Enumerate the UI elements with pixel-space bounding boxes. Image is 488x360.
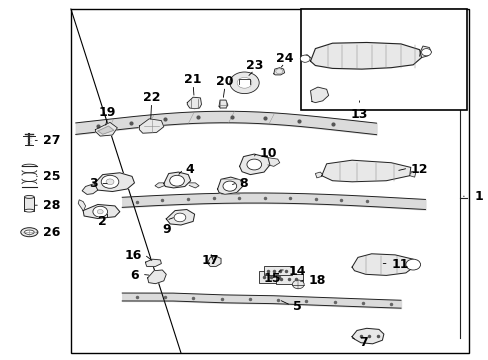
Circle shape <box>101 175 119 188</box>
Circle shape <box>292 280 304 289</box>
Text: 9: 9 <box>162 223 170 236</box>
Text: 11: 11 <box>390 258 408 271</box>
Circle shape <box>300 55 309 62</box>
Text: 19: 19 <box>99 106 116 119</box>
Text: 20: 20 <box>216 75 233 88</box>
Circle shape <box>246 159 261 170</box>
Text: 22: 22 <box>142 91 160 104</box>
Text: 13: 13 <box>350 108 367 121</box>
Circle shape <box>169 175 184 186</box>
Polygon shape <box>273 68 284 75</box>
Polygon shape <box>187 97 201 109</box>
Polygon shape <box>217 177 242 194</box>
Text: 21: 21 <box>184 73 202 86</box>
Text: 18: 18 <box>307 274 325 287</box>
Bar <box>24 197 34 211</box>
Polygon shape <box>98 126 114 134</box>
Circle shape <box>223 181 236 191</box>
Text: 12: 12 <box>410 163 427 176</box>
Polygon shape <box>219 100 227 108</box>
Polygon shape <box>321 160 410 182</box>
Text: 25: 25 <box>43 170 61 183</box>
Polygon shape <box>83 204 120 219</box>
Circle shape <box>106 179 114 185</box>
Text: 7: 7 <box>359 336 367 348</box>
Polygon shape <box>409 171 415 177</box>
Polygon shape <box>189 183 199 188</box>
Bar <box>300 9 466 110</box>
Text: 15: 15 <box>263 272 281 285</box>
Text: 26: 26 <box>43 226 61 239</box>
Bar <box>71 9 468 353</box>
Polygon shape <box>351 254 414 275</box>
Circle shape <box>275 69 282 74</box>
Ellipse shape <box>24 195 34 198</box>
Ellipse shape <box>24 230 34 234</box>
Text: 1: 1 <box>473 190 482 203</box>
Polygon shape <box>94 173 134 192</box>
Polygon shape <box>166 210 194 225</box>
Polygon shape <box>163 172 190 188</box>
Polygon shape <box>139 119 163 133</box>
Polygon shape <box>315 172 322 178</box>
Ellipse shape <box>24 209 34 212</box>
Bar <box>264 266 292 275</box>
Text: 24: 24 <box>275 52 293 65</box>
Polygon shape <box>419 46 430 58</box>
Polygon shape <box>95 122 117 136</box>
Text: 4: 4 <box>185 163 194 176</box>
Ellipse shape <box>20 228 38 237</box>
Text: 14: 14 <box>288 265 305 278</box>
Circle shape <box>93 206 107 217</box>
Polygon shape <box>351 328 383 344</box>
Circle shape <box>405 259 420 270</box>
Circle shape <box>237 77 251 88</box>
Text: 5: 5 <box>293 300 302 313</box>
Circle shape <box>174 213 185 222</box>
Polygon shape <box>302 55 310 62</box>
Text: 27: 27 <box>43 134 61 147</box>
Circle shape <box>97 210 103 214</box>
Polygon shape <box>155 183 164 188</box>
Bar <box>276 274 303 284</box>
Polygon shape <box>267 158 279 166</box>
Circle shape <box>421 49 430 56</box>
Polygon shape <box>78 200 85 211</box>
Text: 17: 17 <box>201 254 219 267</box>
Text: 10: 10 <box>259 147 276 159</box>
Polygon shape <box>239 154 269 175</box>
Polygon shape <box>310 87 328 103</box>
Text: 3: 3 <box>89 177 98 190</box>
Polygon shape <box>145 259 161 266</box>
Text: 28: 28 <box>43 199 61 212</box>
Text: 2: 2 <box>98 215 107 228</box>
Polygon shape <box>147 270 166 284</box>
Polygon shape <box>82 184 98 194</box>
Circle shape <box>229 72 259 94</box>
Text: 6: 6 <box>130 269 139 282</box>
Polygon shape <box>310 42 421 69</box>
Polygon shape <box>207 256 221 266</box>
Text: 23: 23 <box>245 59 263 72</box>
Text: 16: 16 <box>124 249 142 262</box>
Bar <box>259 271 289 283</box>
Text: 8: 8 <box>239 177 248 190</box>
